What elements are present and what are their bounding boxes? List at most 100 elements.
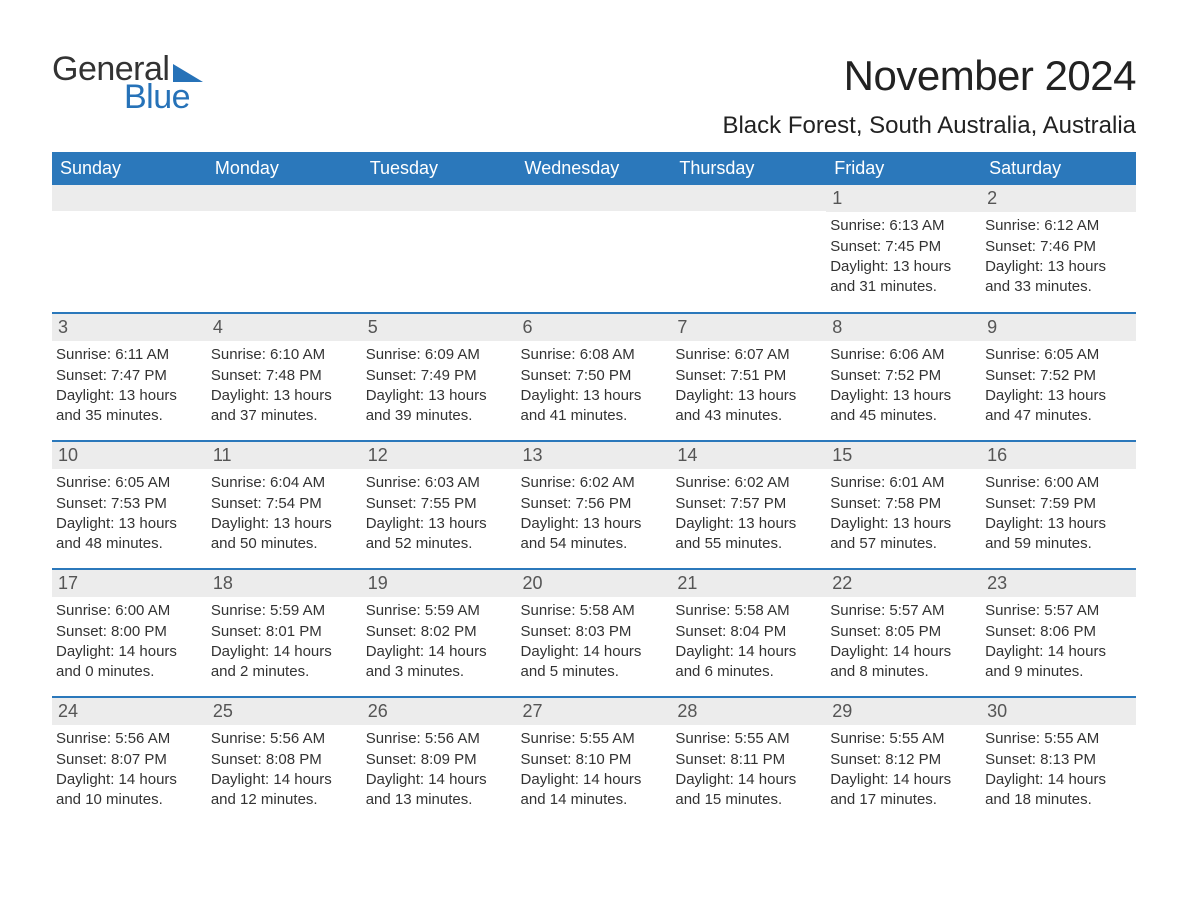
day-number: 8 <box>826 314 981 341</box>
calendar-week-row: 1 Sunrise: 6:13 AMSunset: 7:45 PM Daylight… <box>52 185 1136 313</box>
daylight-line: Daylight: 14 hours and 6 minutes. <box>675 642 820 683</box>
day-number: 20 <box>517 570 672 597</box>
sunset-line: Sunset: 7:50 PM <box>521 366 666 386</box>
sunset-line: Sunset: 8:10 PM <box>521 750 666 770</box>
day-number: 27 <box>517 698 672 725</box>
calendar-day-cell: 15Sunrise: 6:01 AMSunset: 7:58 PMDayligh… <box>826 441 981 569</box>
day-number <box>207 185 362 211</box>
calendar-day-cell: 2Sunrise: 6:12 AMSunset: 7:46 PMDaylight… <box>981 185 1136 313</box>
day-number: 28 <box>671 698 826 725</box>
sunrise-line: Sunrise: 5:56 AM <box>56 729 201 749</box>
sunset-line: Sunset: 8:05 PM <box>830 622 975 642</box>
daylight-line: Daylight: 13 hours and 35 minutes. <box>56 386 201 427</box>
sunset-line: Sunset: 8:08 PM <box>211 750 356 770</box>
sunrise-line: Sunrise: 5:55 AM <box>521 729 666 749</box>
day-number: 3 <box>52 314 207 341</box>
day-body: Sunrise: 6:03 AMSunset: 7:55 PMDaylight:… <box>362 469 517 558</box>
daylight-line: Daylight: 14 hours and 0 minutes. <box>56 642 201 683</box>
sunset-line: Sunset: 7:47 PM <box>56 366 201 386</box>
daylight-line: Daylight: 14 hours and 12 minutes. <box>211 770 356 811</box>
calendar-header-row: Sunday Monday Tuesday Wednesday Thursday… <box>52 152 1136 185</box>
sunrise-line: Sunrise: 5:56 AM <box>211 729 356 749</box>
day-number: 5 <box>362 314 517 341</box>
day-body: Sunrise: 5:58 AMSunset: 8:03 PMDaylight:… <box>517 597 672 686</box>
sunset-line: Sunset: 8:00 PM <box>56 622 201 642</box>
calendar-week-row: 17Sunrise: 6:00 AMSunset: 8:00 PMDayligh… <box>52 569 1136 697</box>
calendar-day-cell: 24Sunrise: 5:56 AMSunset: 8:07 PMDayligh… <box>52 697 207 825</box>
daylight-line: Daylight: 14 hours and 9 minutes. <box>985 642 1130 683</box>
sunrise-line: Sunrise: 5:58 AM <box>521 601 666 621</box>
day-number: 17 <box>52 570 207 597</box>
day-body: Sunrise: 5:56 AMSunset: 8:08 PMDaylight:… <box>207 725 362 814</box>
sunset-line: Sunset: 7:46 PM <box>985 237 1130 257</box>
day-number: 30 <box>981 698 1136 725</box>
sunset-line: Sunset: 7:45 PM <box>830 237 975 257</box>
location-title: Black Forest, South Australia, Australia <box>722 112 1136 140</box>
calendar-day-cell: 30Sunrise: 5:55 AMSunset: 8:13 PMDayligh… <box>981 697 1136 825</box>
day-body: Sunrise: 5:57 AMSunset: 8:06 PMDaylight:… <box>981 597 1136 686</box>
day-number: 13 <box>517 442 672 469</box>
day-number: 29 <box>826 698 981 725</box>
daylight-line: Daylight: 13 hours and 57 minutes. <box>830 514 975 555</box>
day-number: 7 <box>671 314 826 341</box>
calendar-day-cell: 19Sunrise: 5:59 AMSunset: 8:02 PMDayligh… <box>362 569 517 697</box>
day-number: 18 <box>207 570 362 597</box>
calendar-week-row: 24Sunrise: 5:56 AMSunset: 8:07 PMDayligh… <box>52 697 1136 825</box>
calendar-day-cell: 16Sunrise: 6:00 AMSunset: 7:59 PMDayligh… <box>981 441 1136 569</box>
sunrise-line: Sunrise: 6:12 AM <box>985 216 1130 236</box>
sunset-line: Sunset: 7:57 PM <box>675 494 820 514</box>
weekday-header: Wednesday <box>517 152 672 185</box>
day-number: 9 <box>981 314 1136 341</box>
sunset-line: Sunset: 7:51 PM <box>675 366 820 386</box>
day-number: 4 <box>207 314 362 341</box>
day-number: 22 <box>826 570 981 597</box>
day-number: 1 <box>826 185 981 212</box>
sunset-line: Sunset: 8:11 PM <box>675 750 820 770</box>
sunset-line: Sunset: 8:04 PM <box>675 622 820 642</box>
daylight-line: Daylight: 13 hours and 33 minutes. <box>985 257 1130 298</box>
calendar-day-cell: 18Sunrise: 5:59 AMSunset: 8:01 PMDayligh… <box>207 569 362 697</box>
weekday-header: Saturday <box>981 152 1136 185</box>
day-number: 10 <box>52 442 207 469</box>
sunset-line: Sunset: 7:48 PM <box>211 366 356 386</box>
calendar-day-cell: 26Sunrise: 5:56 AMSunset: 8:09 PMDayligh… <box>362 697 517 825</box>
sunrise-line: Sunrise: 6:02 AM <box>675 473 820 493</box>
sunrise-line: Sunrise: 5:55 AM <box>985 729 1130 749</box>
sunset-line: Sunset: 8:03 PM <box>521 622 666 642</box>
calendar-day-cell: 22Sunrise: 5:57 AMSunset: 8:05 PMDayligh… <box>826 569 981 697</box>
calendar-day-cell: 13Sunrise: 6:02 AMSunset: 7:56 PMDayligh… <box>517 441 672 569</box>
sunrise-line: Sunrise: 5:55 AM <box>675 729 820 749</box>
sunrise-line: Sunrise: 6:13 AM <box>830 216 975 236</box>
day-body: Sunrise: 5:57 AMSunset: 8:05 PMDaylight:… <box>826 597 981 686</box>
sunset-line: Sunset: 7:58 PM <box>830 494 975 514</box>
calendar-day-cell: 3Sunrise: 6:11 AMSunset: 7:47 PMDaylight… <box>52 313 207 441</box>
calendar-day-cell: 28Sunrise: 5:55 AMSunset: 8:11 PMDayligh… <box>671 697 826 825</box>
day-number: 12 <box>362 442 517 469</box>
month-title: November 2024 <box>722 52 1136 100</box>
sunset-line: Sunset: 7:52 PM <box>985 366 1130 386</box>
sunrise-line: Sunrise: 5:57 AM <box>985 601 1130 621</box>
day-number <box>52 185 207 211</box>
brand-logo: General Blue <box>52 52 203 114</box>
sunset-line: Sunset: 7:55 PM <box>366 494 511 514</box>
day-number: 21 <box>671 570 826 597</box>
day-body: Sunrise: 5:58 AMSunset: 8:04 PMDaylight:… <box>671 597 826 686</box>
calendar-day-cell: 21Sunrise: 5:58 AMSunset: 8:04 PMDayligh… <box>671 569 826 697</box>
header-bar: General Blue November 2024 Black Forest,… <box>52 52 1136 148</box>
calendar-day-cell <box>362 185 517 313</box>
daylight-line: Daylight: 13 hours and 37 minutes. <box>211 386 356 427</box>
day-number: 25 <box>207 698 362 725</box>
sunset-line: Sunset: 8:09 PM <box>366 750 511 770</box>
day-body: Sunrise: 6:02 AMSunset: 7:56 PMDaylight:… <box>517 469 672 558</box>
daylight-line: Daylight: 13 hours and 54 minutes. <box>521 514 666 555</box>
day-number: 16 <box>981 442 1136 469</box>
calendar-day-cell: 7Sunrise: 6:07 AMSunset: 7:51 PMDaylight… <box>671 313 826 441</box>
daylight-line: Daylight: 14 hours and 10 minutes. <box>56 770 201 811</box>
calendar-day-cell: 14Sunrise: 6:02 AMSunset: 7:57 PMDayligh… <box>671 441 826 569</box>
sunrise-line: Sunrise: 6:07 AM <box>675 345 820 365</box>
sunset-line: Sunset: 8:02 PM <box>366 622 511 642</box>
day-body: Sunrise: 6:00 AMSunset: 7:59 PMDaylight:… <box>981 469 1136 558</box>
day-number <box>671 185 826 211</box>
calendar-day-cell: 1Sunrise: 6:13 AMSunset: 7:45 PMDaylight… <box>826 185 981 313</box>
calendar-table: Sunday Monday Tuesday Wednesday Thursday… <box>52 152 1136 825</box>
